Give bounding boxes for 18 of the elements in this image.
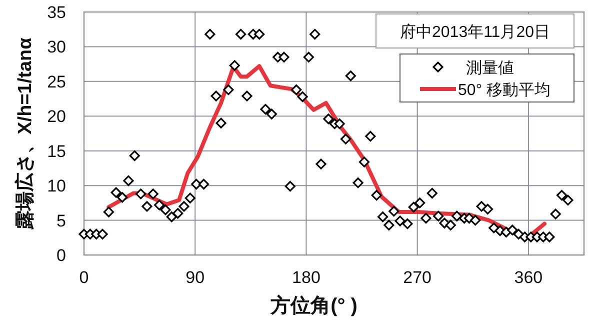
y-tick-label: 30	[47, 38, 66, 57]
y-tick-label: 5	[56, 211, 66, 230]
x-tick-label: 360	[514, 268, 543, 287]
y-tick-label: 0	[56, 246, 66, 265]
x-tick-label: 90	[186, 268, 205, 287]
x-tick-label: 270	[403, 268, 432, 287]
x-tick-label: 0	[79, 268, 89, 287]
y-tick-label: 25	[47, 72, 66, 92]
title: 府中2013年11月20日	[376, 14, 574, 48]
legend-label: 測量値	[466, 59, 514, 77]
x-tick-label: 180	[292, 268, 320, 287]
x-axis-title: 方位角(° )	[270, 294, 358, 317]
y-axis-title: 露場広さ、X/h=1/tanα	[14, 37, 36, 230]
y-tick-label: 10	[47, 176, 66, 196]
y-tick-label: 35	[47, 3, 66, 22]
y-tick-label: 20	[47, 107, 66, 126]
legend-label: 50° 移動平均	[458, 82, 551, 99]
y-tick-label: 15	[47, 142, 66, 161]
